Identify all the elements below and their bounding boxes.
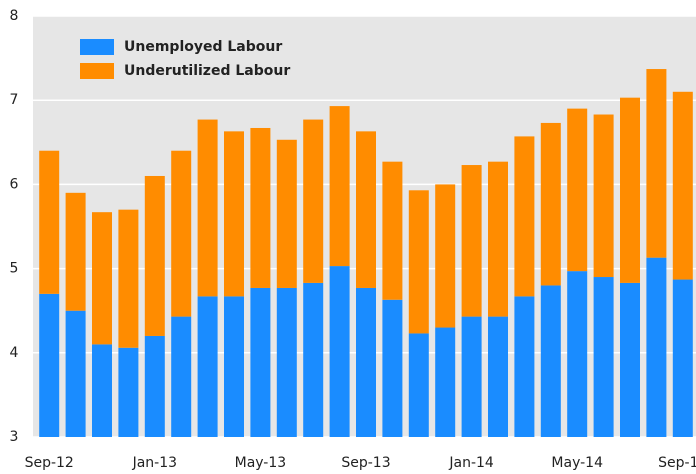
bar-segment [276,139,297,288]
y-tick-label: 3 [10,429,19,445]
bar-segment [540,122,561,286]
x-tick-label: Sep-12 [25,455,74,471]
bar-segment [250,127,271,288]
bar-segment [514,296,535,437]
bar-segment [461,316,482,437]
y-tick-label: 7 [10,92,19,108]
bar-segment [224,131,244,297]
bar-segment [171,150,192,317]
bar-segment [118,347,139,437]
x-tick-label: Jan-14 [448,455,494,471]
bar-segment [65,310,86,437]
bar-segment [144,175,165,336]
bar-segment [92,212,112,345]
bar-segment [329,266,350,437]
bar-segment [461,165,482,317]
bar-segment [329,106,350,267]
bar-segment [514,136,535,297]
bar-segment [382,299,403,437]
bar-segment [39,150,60,294]
bar-segment [435,327,456,437]
bar-segment [540,285,561,437]
bar-segment [382,161,403,300]
x-tick-label: May-14 [551,455,603,471]
bar-segment [303,119,324,283]
bar-segment [488,316,508,437]
bar-segment [197,119,218,297]
bar-segment [672,279,693,437]
bar-segment [593,277,614,437]
bar-segment [620,97,640,283]
legend-swatch [80,63,114,79]
bar-segment [488,161,508,317]
bar-segment [197,296,218,437]
bar-segment [620,282,640,437]
bar-segment [408,333,429,437]
bar-segment [567,108,588,272]
legend-label: Unemployed Labour [124,39,282,55]
bar-segment [144,335,165,437]
bar-segment [250,287,271,437]
y-tick-label: 8 [10,8,19,24]
legend-label: Underutilized Labour [124,63,290,79]
bar-segment [435,184,456,328]
y-tick-label: 5 [10,261,19,277]
bar-segment [92,344,112,437]
bar-segment [65,192,86,311]
legend-swatch [80,39,114,55]
bar-segment [646,257,667,437]
x-tick-label: Sep-14 [658,455,696,471]
bar-segment [171,316,192,437]
bar-segment [303,282,324,437]
bar-segment [567,271,588,437]
y-tick-label: 4 [10,345,19,361]
bar-segment [118,209,139,348]
bar-segment [593,114,614,278]
bar-segment [356,131,376,288]
bar-segment [276,287,297,437]
y-tick-label: 6 [10,176,19,192]
bar-segment [646,69,667,258]
bar-segment [39,293,60,437]
x-tick-label: May-13 [235,455,287,471]
bar-segment [224,296,244,437]
bar-segment [408,190,429,334]
bar-segment [672,91,693,280]
x-tick-label: Jan-13 [132,455,177,471]
x-tick-label: Sep-13 [341,455,390,471]
bar-segment [356,287,376,437]
